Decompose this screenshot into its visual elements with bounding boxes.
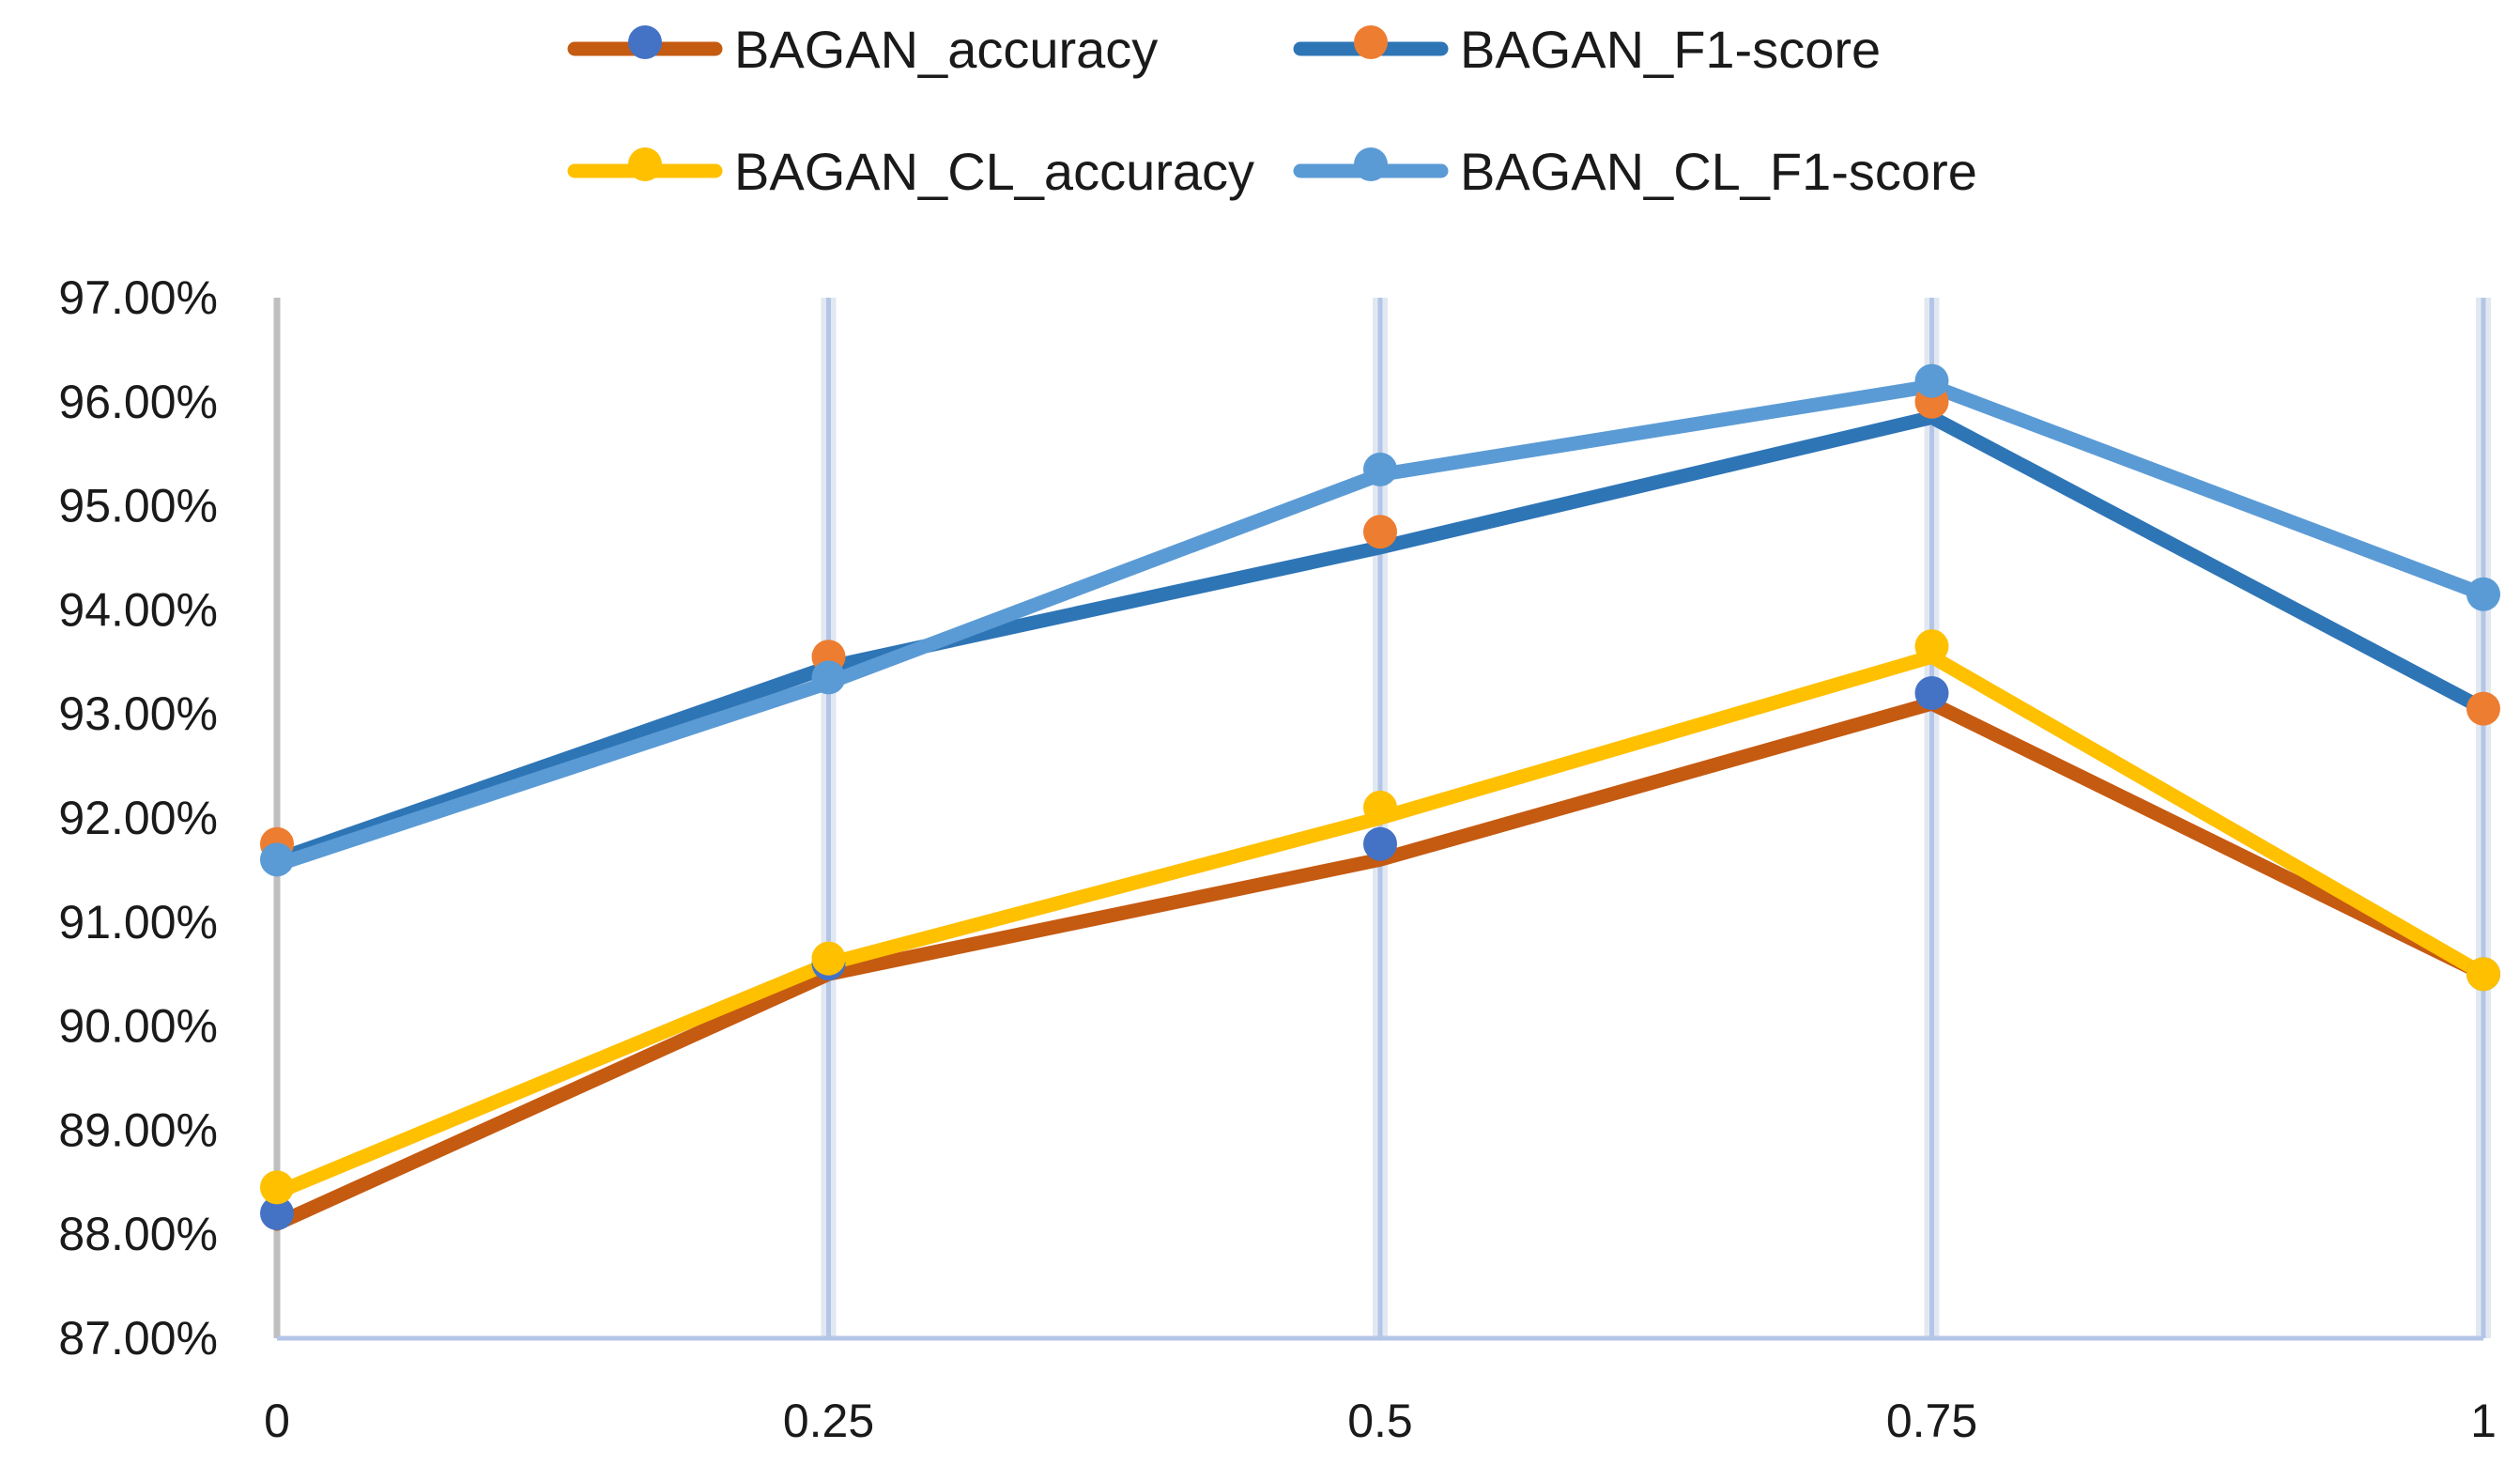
y-tick-label: 95.00%: [58, 480, 218, 532]
y-tick-label: 92.00%: [58, 792, 218, 844]
x-axis-tick-labels: 0 0.25 0.5 0.75 1: [264, 1395, 2497, 1447]
x-tick-label: 1: [2470, 1395, 2497, 1447]
y-tick-label: 90.00%: [58, 1000, 218, 1053]
series-markers: [260, 363, 2500, 1231]
y-axis-tick-labels: 87.00% 88.00% 89.00% 90.00% 91.00% 92.00% 93.0…: [58, 271, 218, 1365]
axes: [273, 298, 2483, 1341]
data-point-3-0: [260, 842, 294, 877]
legend-item: BAGAN_CL_F1-score: [1293, 142, 1977, 201]
data-point-3-2: [1363, 452, 1397, 486]
legend-item: BAGAN_accuracy: [567, 20, 1158, 79]
y-tick-label: 88.00%: [58, 1208, 218, 1260]
legend-swatch-marker: [628, 25, 662, 59]
y-tick-label: 89.00%: [58, 1103, 218, 1156]
data-point-0-3: [1914, 676, 1949, 711]
data-point-1-2: [1363, 515, 1397, 549]
legend-label: BAGAN_CL_accuracy: [734, 142, 1254, 201]
legend-swatch-marker: [1354, 25, 1388, 59]
legend-swatch-marker: [628, 147, 662, 181]
y-tick-label: 96.00%: [58, 376, 218, 428]
x-tick-label: 0.25: [783, 1395, 874, 1447]
legend-label: BAGAN_accuracy: [734, 20, 1158, 79]
y-tick-label: 91.00%: [58, 896, 218, 948]
x-tick-label: 0.75: [1886, 1395, 1977, 1447]
legend-label: BAGAN_CL_F1-score: [1460, 142, 1977, 201]
legend-item: BAGAN_CL_accuracy: [567, 142, 1254, 201]
y-tick-label: 93.00%: [58, 687, 218, 740]
legend-label: BAGAN_F1-score: [1460, 20, 1881, 79]
y-tick-label: 97.00%: [58, 271, 218, 324]
x-tick-label: 0.5: [1347, 1395, 1413, 1447]
data-point-3-3: [1914, 363, 1949, 398]
data-point-2-0: [260, 1170, 294, 1205]
x-tick-label: 0: [264, 1395, 290, 1447]
data-point-3-1: [811, 660, 846, 695]
y-tick-label: 87.00%: [58, 1312, 218, 1365]
data-point-2-3: [1914, 629, 1949, 664]
y-tick-label: 94.00%: [58, 583, 218, 636]
data-point-1-4: [2466, 691, 2500, 726]
data-point-2-1: [811, 941, 846, 976]
data-point-0-0: [260, 1196, 294, 1231]
data-point-0-2: [1363, 826, 1397, 861]
legend-swatch-marker: [1354, 147, 1388, 181]
data-point-2-2: [1363, 790, 1397, 825]
vertical-gridlines: [821, 298, 2491, 1338]
legend: BAGAN_accuracy BAGAN_F1-score BAGAN_CL_acc…: [567, 20, 1977, 201]
data-point-2-4: [2466, 957, 2500, 992]
data-point-3-4: [2466, 577, 2500, 611]
legend-item: BAGAN_F1-score: [1293, 20, 1881, 79]
